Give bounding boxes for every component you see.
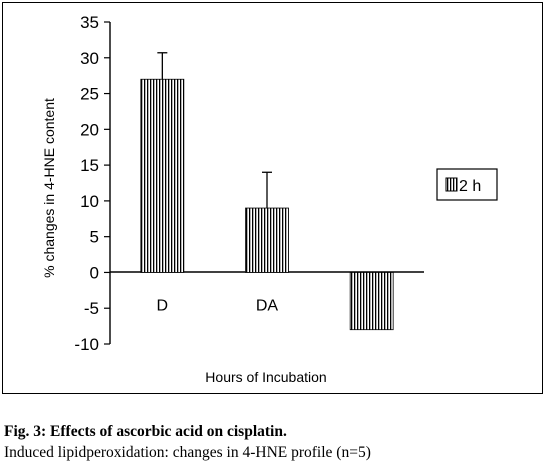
y-tick-label: -5	[84, 299, 99, 318]
legend-label: 2 h	[459, 178, 481, 195]
bar	[140, 78, 185, 273]
caption-line-1: Fig. 3: Effects of ascorbic acid on cisp…	[4, 423, 287, 440]
caption-line-2: Induced lipidperoxidation: changes in 4-…	[4, 444, 371, 461]
y-ticks: -10 -5 0 5 10 15 20 25 30 35	[74, 13, 110, 354]
x-axis-label: Hours of Incubation	[205, 369, 326, 385]
bar	[349, 272, 394, 331]
y-tick-label: 20	[80, 120, 99, 139]
legend: 2 h	[436, 168, 498, 201]
chart-frame	[2, 2, 543, 394]
category-label: D	[157, 297, 169, 314]
bar	[245, 207, 289, 273]
legend-swatch	[445, 177, 458, 192]
error-bars	[157, 52, 272, 209]
category-label: DA	[256, 297, 279, 314]
bar-chart: % changes in 4-HNE content -10 -5 0 5 10 15 20…	[41, 13, 498, 385]
y-tick-label: 5	[90, 228, 99, 247]
y-tick-label: 15	[80, 156, 99, 175]
y-tick-label: 30	[80, 49, 99, 68]
figure-caption: Fig. 3: Effects of ascorbic acid on cisp…	[4, 421, 544, 463]
bars	[140, 78, 394, 331]
y-tick-label: -10	[74, 335, 99, 354]
y-tick-label: 10	[80, 192, 99, 211]
category-labels: D DA	[157, 297, 279, 314]
y-tick-label: 0	[90, 263, 99, 282]
y-tick-label: 25	[80, 85, 99, 104]
y-axis-label: % changes in 4-HNE content	[41, 98, 57, 278]
y-tick-label: 35	[80, 13, 99, 32]
